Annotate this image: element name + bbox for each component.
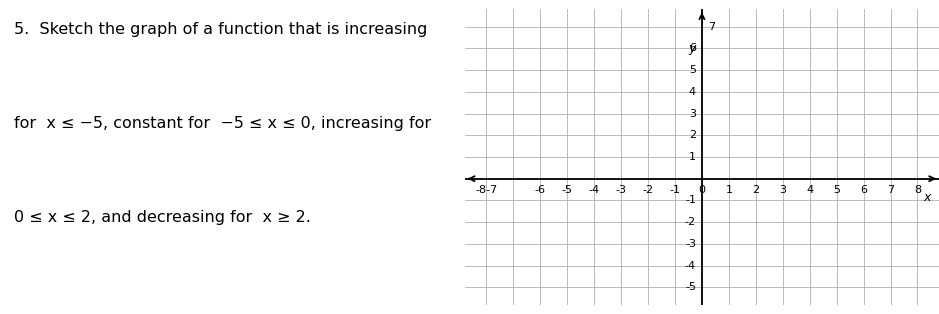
Text: -3: -3	[616, 185, 626, 195]
Text: 7: 7	[887, 185, 894, 195]
Text: y: y	[688, 42, 696, 55]
Text: 5.  Sketch the graph of a function that is increasing: 5. Sketch the graph of a function that i…	[14, 22, 427, 37]
Text: 2: 2	[689, 130, 696, 140]
Text: 1: 1	[689, 152, 696, 162]
Text: for  x ≤ −5, constant for  −5 ≤ x ≤ 0, increasing for: for x ≤ −5, constant for −5 ≤ x ≤ 0, inc…	[14, 116, 431, 131]
Text: 3: 3	[779, 185, 786, 195]
Text: 8: 8	[914, 185, 921, 195]
Text: -8-7: -8-7	[475, 185, 498, 195]
Text: 5: 5	[833, 185, 840, 195]
Text: -5: -5	[685, 282, 696, 292]
Text: -2: -2	[685, 217, 696, 227]
Text: -4: -4	[685, 261, 696, 271]
Text: 5: 5	[689, 65, 696, 75]
Text: -4: -4	[589, 185, 600, 195]
Text: x: x	[923, 191, 931, 204]
Text: -3: -3	[685, 239, 696, 249]
Text: 3: 3	[689, 109, 696, 119]
Text: 7: 7	[708, 22, 715, 32]
Text: 0: 0	[699, 185, 705, 195]
Text: -1: -1	[670, 185, 681, 195]
Text: -5: -5	[562, 185, 573, 195]
Text: 4: 4	[689, 87, 696, 97]
Text: 1: 1	[725, 185, 732, 195]
Text: 6: 6	[860, 185, 867, 195]
Text: 0 ≤ x ≤ 2, and decreasing for  x ≥ 2.: 0 ≤ x ≤ 2, and decreasing for x ≥ 2.	[14, 210, 311, 225]
Text: -2: -2	[642, 185, 654, 195]
Text: 4: 4	[806, 185, 813, 195]
Text: 6: 6	[689, 43, 696, 53]
Text: 2: 2	[752, 185, 760, 195]
Text: -6: -6	[534, 185, 546, 195]
Text: -1: -1	[685, 195, 696, 205]
